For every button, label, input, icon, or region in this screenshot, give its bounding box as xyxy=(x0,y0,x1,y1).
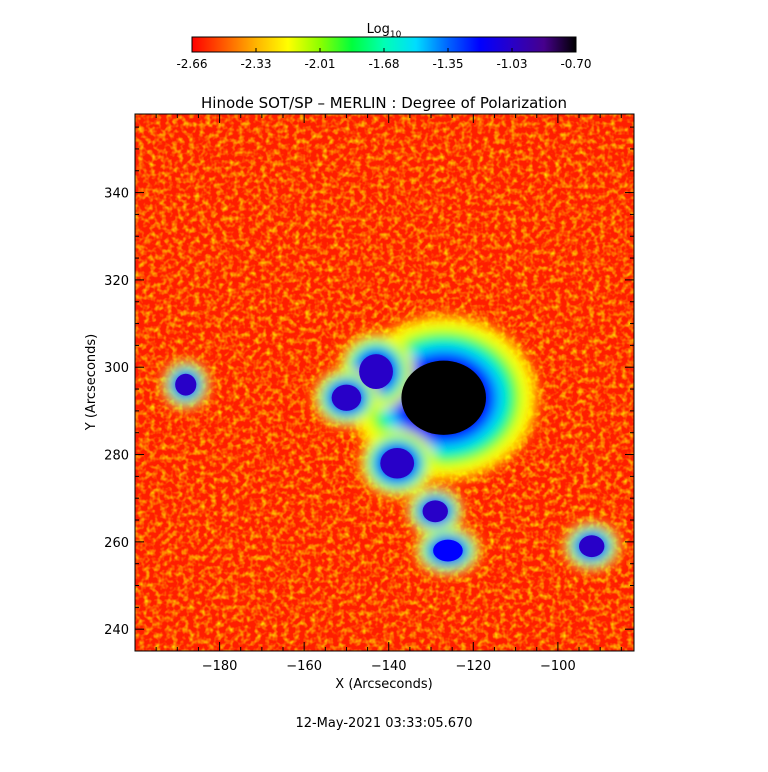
pore-core xyxy=(433,539,463,562)
colorbar-tick-label: -1.03 xyxy=(496,57,527,71)
x-tick-label: −160 xyxy=(286,659,322,674)
plot-frame xyxy=(134,113,635,652)
chart-title: Hinode SOT/SP – MERLIN : Degree of Polar… xyxy=(201,94,567,112)
y-axis: 240 260 280 300 320 340 xyxy=(104,126,634,638)
heatmap xyxy=(135,114,634,651)
colorbar-tick-label: -1.35 xyxy=(432,57,463,71)
y-tick-label: 260 xyxy=(104,536,129,551)
x-tick-label: −180 xyxy=(202,659,238,674)
x-tick-label: −100 xyxy=(540,659,576,674)
y-axis-label: Y (Arcseconds) xyxy=(84,334,99,431)
colorbar-tick-label: -2.01 xyxy=(304,57,335,71)
umbra-core xyxy=(401,360,486,435)
timestamp: 12-May-2021 03:33:05.670 xyxy=(295,716,473,731)
x-axis: −180 −160 −140 −120 −100 xyxy=(155,114,622,674)
y-tick-label: 300 xyxy=(104,361,129,376)
x-tick-label: −120 xyxy=(455,659,491,674)
x-tick-label: −140 xyxy=(371,659,407,674)
colorbar-ticks: -2.66 -2.33 -2.01 -1.68 -1.35 -1.03 -0.70 xyxy=(176,48,592,71)
x-axis-label: X (Arcseconds) xyxy=(335,677,432,692)
pore-core xyxy=(331,384,362,411)
colorbar-label: Log10 xyxy=(367,22,402,40)
pore-core xyxy=(422,500,448,523)
pore-core xyxy=(175,373,197,396)
y-tick-label: 340 xyxy=(104,187,129,202)
y-tick-label: 320 xyxy=(104,274,129,289)
pore-core xyxy=(380,447,415,479)
colorbar-tick-label: -2.33 xyxy=(240,57,271,71)
y-tick-label: 240 xyxy=(104,623,129,638)
pore-core xyxy=(359,354,393,390)
colorbar-tick-label: -0.70 xyxy=(560,57,591,71)
y-tick-label: 280 xyxy=(104,449,129,464)
colorbar-tick-label: -1.68 xyxy=(368,57,399,71)
pore-core xyxy=(579,535,605,558)
colorbar-tick-label: -2.66 xyxy=(176,57,207,71)
